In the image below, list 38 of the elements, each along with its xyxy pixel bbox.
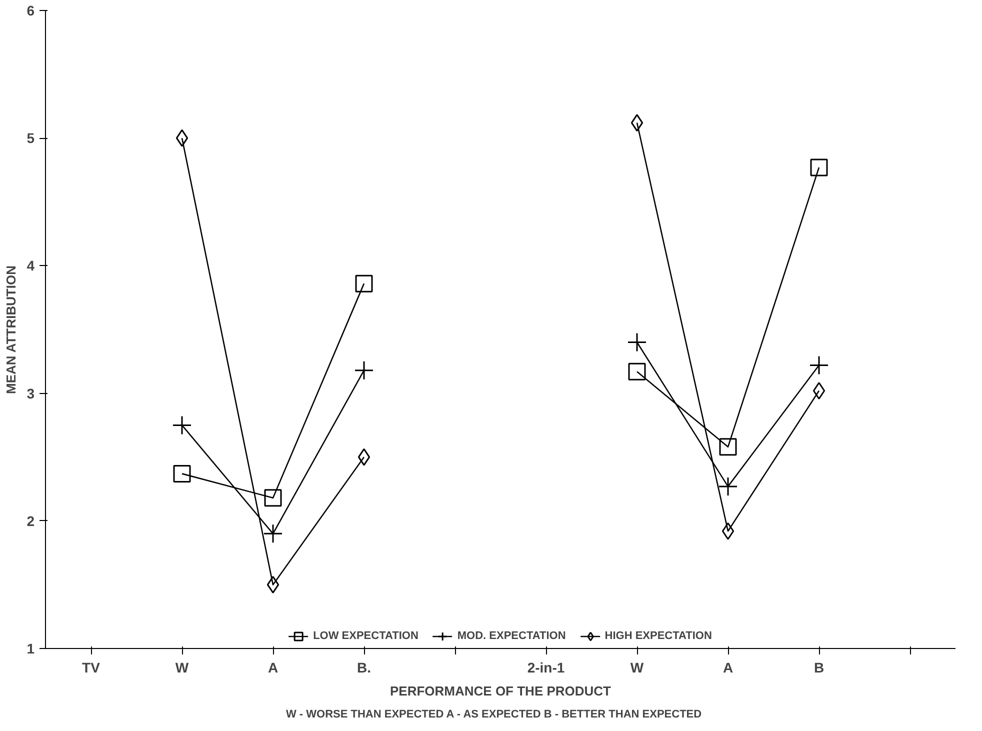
point: [263, 524, 283, 544]
x-tick-label: W: [175, 660, 190, 676]
point: [266, 576, 280, 594]
x-tick-label: A: [722, 660, 734, 676]
point: [354, 360, 374, 380]
point: [630, 114, 644, 132]
point: [812, 382, 826, 400]
point: [172, 415, 192, 435]
point: [718, 476, 738, 496]
point: [355, 274, 373, 292]
y-tick-label: 1: [26, 640, 35, 656]
point: [173, 464, 191, 482]
x-tick-label: B.: [357, 660, 371, 676]
text: W - WORSE THAN EXPECTED A - AS EXPECTED B - BETTER THAN EXPECTED: [286, 708, 702, 720]
x-tick-label: W: [630, 660, 644, 676]
x-tick-label: TV: [82, 660, 101, 676]
x-axis-title: PERFORMANCE OF THE PRODUCT: [390, 684, 612, 698]
point: [264, 489, 282, 507]
x-tick-label: 2-in-1: [527, 660, 565, 676]
legend-label: MOD. EXPECTATION: [457, 630, 566, 642]
point: [809, 355, 829, 375]
y-tick-label: 5: [26, 130, 35, 146]
y-tick-label: 4: [26, 258, 35, 274]
y-tick-label: 2: [26, 512, 35, 529]
legend-label: HIGH EXPECTATION: [604, 630, 712, 642]
point: [627, 332, 647, 352]
point: [810, 158, 828, 176]
point: [358, 448, 370, 466]
y-tick-label: 3: [26, 385, 35, 402]
point: [176, 129, 188, 147]
point: [722, 522, 734, 540]
x-tick-label: B: [814, 660, 824, 676]
x-tick-label: A: [268, 660, 278, 676]
point: [719, 438, 737, 456]
y-tick-label: 6: [26, 2, 35, 18]
point: [628, 362, 646, 380]
y-axis-title: MEAN ATTRIBUTION: [4, 265, 19, 394]
legend-label: LOW EXPECTATION: [313, 630, 418, 642]
